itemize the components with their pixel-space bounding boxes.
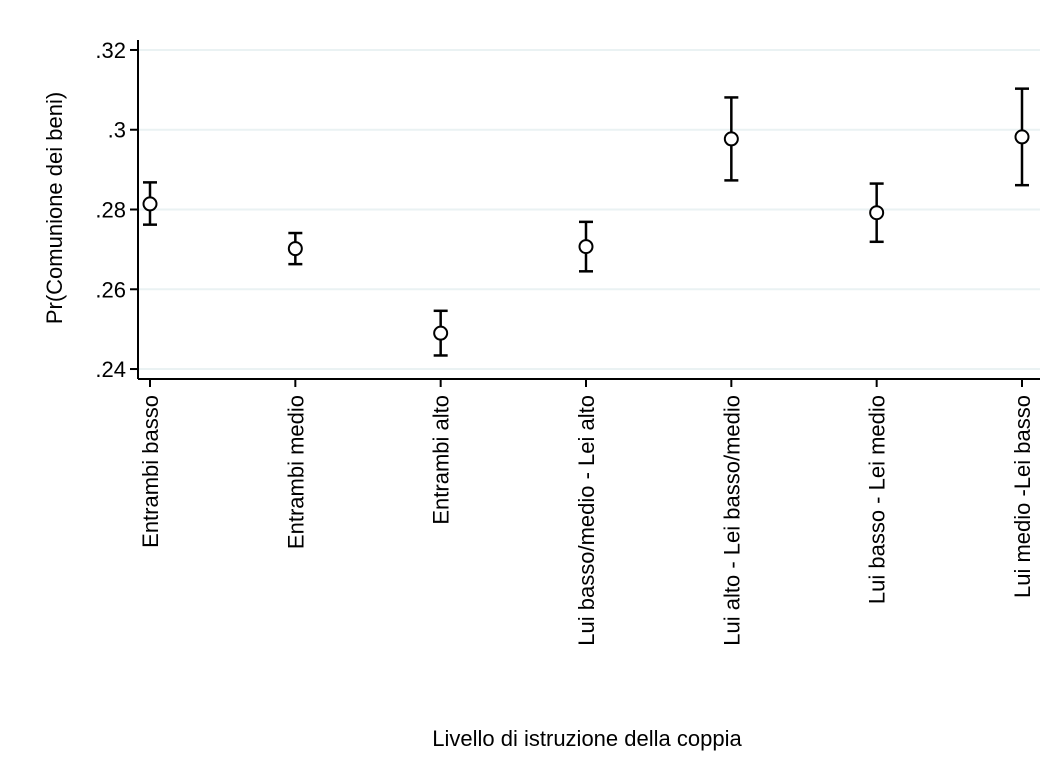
label-layer: .24 .26 .28 .3 .32 Entrambi basso Entrambi med… xyxy=(95,38,1035,646)
x-tick-label-1: Entrambi medio xyxy=(283,395,308,549)
y-axis-title: Pr(Comunione dei beni) xyxy=(42,92,67,324)
data-point-1 xyxy=(287,231,303,266)
x-tick-label-5: Lui basso - Lei medio xyxy=(865,395,890,604)
x-tick-label-2: Entrambi alto xyxy=(429,395,454,525)
point-marker-1 xyxy=(287,241,303,257)
data-point-5 xyxy=(869,182,885,244)
x-tick-label-4: Lui alto - Lei basso/medio xyxy=(719,395,744,646)
y-tick-label-3: .3 xyxy=(108,118,126,143)
data-point-6 xyxy=(1014,87,1030,187)
y-tick-label-1: .26 xyxy=(95,277,126,302)
grid-layer xyxy=(138,48,1040,371)
x-axis-title: Livello di istruzione della coppia xyxy=(432,726,742,751)
point-marker-2 xyxy=(433,325,449,341)
x-tick-label-6: Lui medio -Lei basso xyxy=(1010,395,1035,598)
point-marker-6 xyxy=(1014,129,1030,145)
point-marker-3 xyxy=(578,239,594,255)
axis-layer xyxy=(130,40,1040,387)
point-marker-5 xyxy=(869,205,885,221)
data-point-4 xyxy=(723,96,739,182)
point-marker-0 xyxy=(142,196,158,212)
data-point-3 xyxy=(578,220,594,273)
y-tick-label-2: .28 xyxy=(95,198,126,223)
mark-layer xyxy=(142,87,1030,357)
y-tick-label-4: .32 xyxy=(95,38,126,63)
data-point-2 xyxy=(433,309,449,357)
y-tick-label-0: .24 xyxy=(95,357,126,382)
data-point-0 xyxy=(142,181,158,226)
point-marker-4 xyxy=(723,131,739,147)
x-tick-label-0: Entrambi basso xyxy=(138,395,163,548)
x-tick-label-3: Lui basso/medio - Lei alto xyxy=(574,395,599,646)
